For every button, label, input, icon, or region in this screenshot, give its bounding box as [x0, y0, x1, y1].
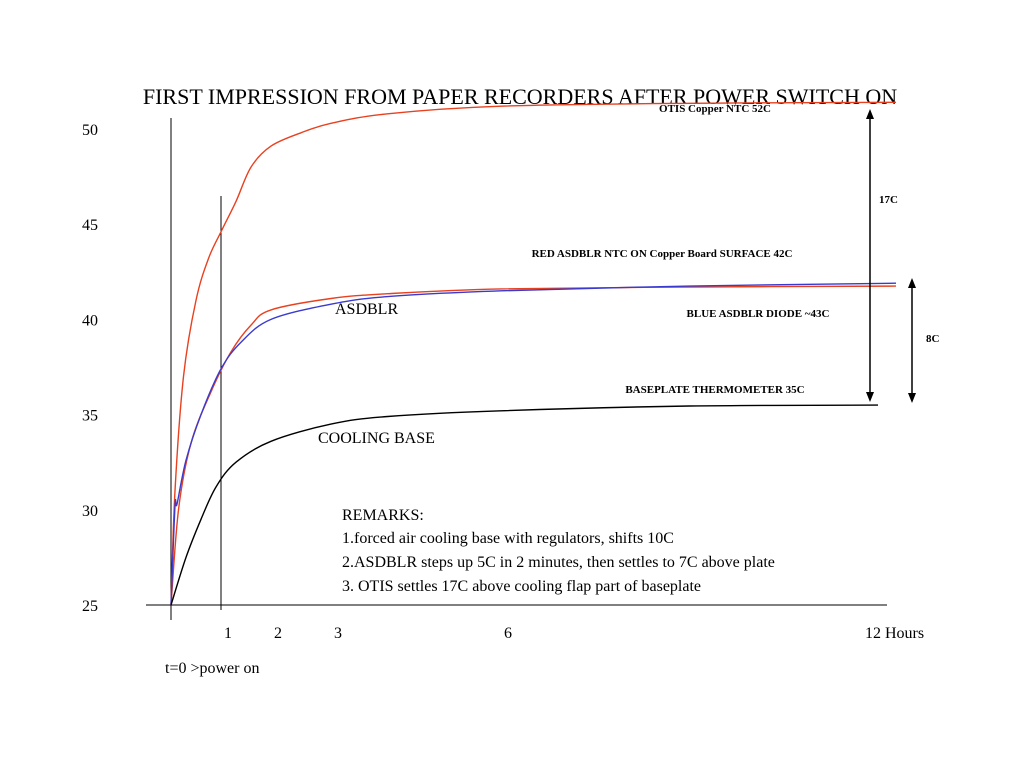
remarks-heading: REMARKS: — [342, 507, 424, 524]
y-tick-label: 50 — [82, 122, 98, 139]
t0-power-on-label: t=0 >power on — [165, 660, 259, 677]
series-lines — [170, 101, 897, 606]
cooling-base-label: COOLING BASE — [318, 430, 435, 447]
chart-title: FIRST IMPRESSION FROM PAPER RECORDERS AF… — [143, 84, 897, 109]
delta-17c-label: 17C — [879, 194, 898, 206]
baseplate-series-line — [170, 404, 879, 606]
remark-3: 3. OTIS settles 17C above cooling flap p… — [342, 578, 701, 595]
remark-1: 1.forced air cooling base with regulator… — [342, 530, 674, 547]
y-tick-label: 35 — [82, 408, 98, 425]
baseplate-label: BASEPLATE THERMOMETER 35C — [625, 384, 804, 396]
blue-asdblr-series-line — [170, 282, 897, 606]
x-tick-label: 12 Hours — [865, 625, 924, 642]
y-tick-labels: 25 30 35 40 45 50 — [82, 122, 98, 615]
remarks-block: REMARKS: 1.forced air cooling base with … — [342, 507, 775, 595]
red-asdblr-label: RED ASDBLR NTC ON Copper Board SURFACE 4… — [532, 248, 793, 260]
x-tick-label: 6 — [504, 625, 512, 642]
y-tick-label: 40 — [82, 312, 98, 329]
otis-series-line — [170, 101, 897, 606]
blue-asdblr-label: BLUE ASDBLR DIODE ~43C — [687, 308, 830, 320]
x-tick-label: 1 — [224, 625, 232, 642]
x-tick-label: 2 — [274, 625, 282, 642]
otis-label: OTIS Copper NTC 52C — [659, 103, 771, 115]
remark-2: 2.ASDBLR steps up 5C in 2 minutes, then … — [342, 554, 775, 571]
y-tick-label: 30 — [82, 503, 98, 520]
x-tick-labels: 1 2 3 6 12 Hours — [224, 625, 924, 642]
asdblr-label: ASDBLR — [335, 301, 398, 318]
x-tick-label: 3 — [334, 625, 342, 642]
y-tick-label: 25 — [82, 598, 98, 615]
delta-8c-label: 8C — [926, 333, 940, 345]
y-tick-label: 45 — [82, 217, 98, 234]
